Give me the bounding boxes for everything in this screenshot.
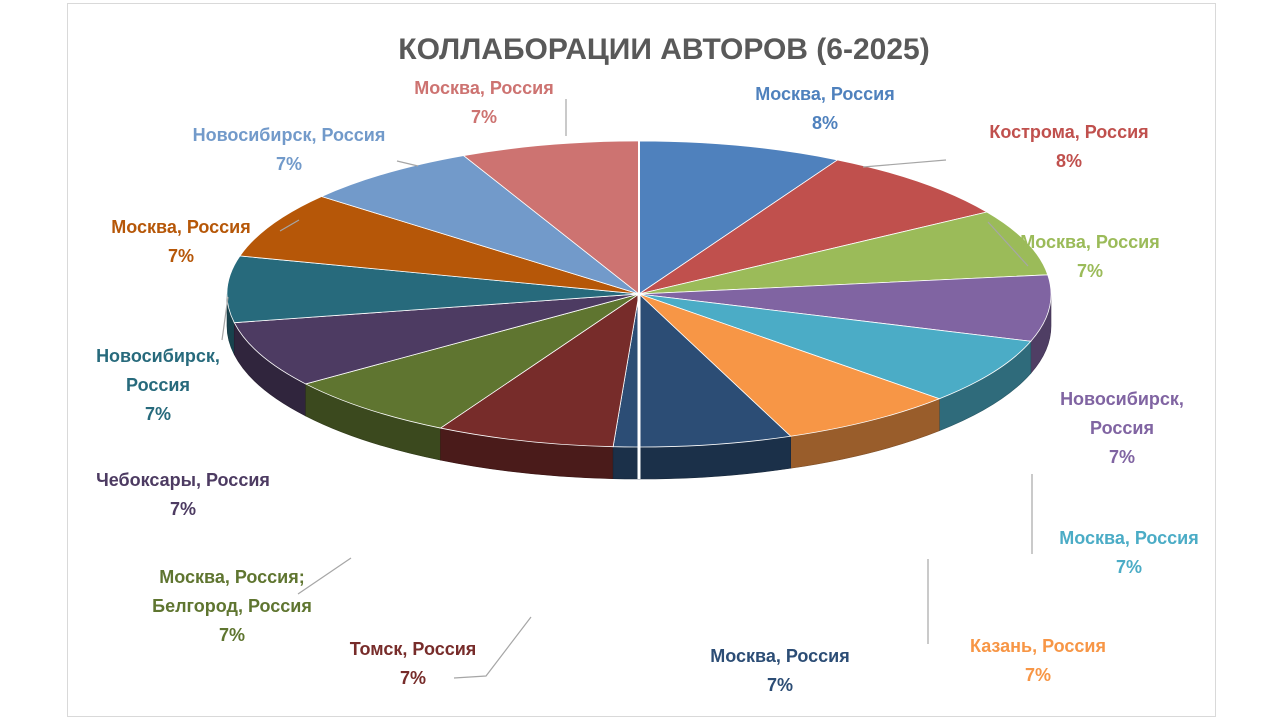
pie-slice xyxy=(233,293,640,385)
pie-slice xyxy=(638,140,839,295)
data-label-name: Чебоксары, Россия xyxy=(96,470,270,490)
leader-line xyxy=(396,160,419,167)
leader-line xyxy=(279,219,300,232)
data-label: Москва, Россия 7% xyxy=(1059,528,1199,577)
data-label: Москва, Россия 7% xyxy=(1020,232,1160,281)
pie-slice xyxy=(638,159,988,295)
data-label-name: Томск, Россия xyxy=(350,639,477,659)
data-label-name: Кострома, Россия xyxy=(989,122,1148,142)
data-label-percent: 7% xyxy=(219,625,245,645)
pie-slice xyxy=(226,255,640,324)
leader-line xyxy=(297,557,352,595)
data-label: Новосибирск, Россия 7% xyxy=(96,346,220,424)
data-label: Кострома, Россия 8% xyxy=(989,122,1148,171)
data-label: Москва, Россия 7% xyxy=(111,217,251,266)
data-label-name: Казань, Россия xyxy=(970,636,1106,656)
data-label-name: Новосибирск, Россия xyxy=(193,125,386,145)
leader-line xyxy=(453,616,532,679)
data-label-name: Россия xyxy=(1090,418,1154,438)
chart-frame: КОЛЛАБОРАЦИИ АВТОРОВ (6-2025) Москва, Ро… xyxy=(67,3,1216,717)
data-label-percent: 7% xyxy=(767,675,793,695)
data-label-name: Новосибирск, xyxy=(96,346,220,366)
data-label-percent: 7% xyxy=(1116,557,1142,577)
pie-slice xyxy=(638,293,1032,400)
pie-slice xyxy=(638,211,1049,295)
data-label-percent: 7% xyxy=(1077,261,1103,281)
data-label: Новосибирск, Россия 7% xyxy=(193,125,386,174)
pie-slice xyxy=(239,196,640,295)
data-label-name: Белгород, Россия xyxy=(152,596,312,616)
pie-slice xyxy=(439,293,640,448)
data-label-name: Москва, Россия xyxy=(111,217,251,237)
data-label-percent: 7% xyxy=(276,154,302,174)
data-label-percent: 7% xyxy=(168,246,194,266)
data-label-name: Москва, Россия xyxy=(1059,528,1199,548)
data-label-name: Москва, Россия xyxy=(755,84,895,104)
pie-slice xyxy=(320,155,640,295)
data-label-name: Москва, Россия; xyxy=(159,567,305,587)
data-label: Томск, Россия 7% xyxy=(350,639,477,688)
pie-chart: КОЛЛАБОРАЦИИ АВТОРОВ (6-2025) Москва, Ро… xyxy=(96,33,1199,695)
data-label-percent: 7% xyxy=(1025,665,1051,685)
data-label-name: Москва, Россия xyxy=(414,78,554,98)
data-label-name: Новосибирск, xyxy=(1060,389,1184,409)
pie-slice xyxy=(462,140,640,295)
data-label-percent: 7% xyxy=(170,499,196,519)
pie-slice xyxy=(612,293,792,448)
pie-slice xyxy=(304,293,640,429)
data-label: Казань, Россия 7% xyxy=(970,636,1106,685)
pie-slice xyxy=(638,293,941,437)
leader-line xyxy=(987,221,1029,267)
data-label: Москва, Россия 7% xyxy=(414,78,554,127)
data-label-percent: 8% xyxy=(1056,151,1082,171)
pie-slice xyxy=(638,274,1052,342)
data-label-name: Россия xyxy=(126,375,190,395)
data-label-percent: 7% xyxy=(471,107,497,127)
leader-line xyxy=(221,296,229,341)
data-label: Новосибирск, Россия 7% xyxy=(1060,389,1184,467)
data-label: Москва, Россия 7% xyxy=(710,646,850,695)
data-label-percent: 8% xyxy=(812,113,838,133)
data-label-percent: 7% xyxy=(400,668,426,688)
data-label-percent: 7% xyxy=(145,404,171,424)
data-label: Чебоксары, Россия 7% xyxy=(96,470,270,519)
data-label-percent: 7% xyxy=(1109,447,1135,467)
chart-title: КОЛЛАБОРАЦИИ АВТОРОВ (6-2025) xyxy=(398,33,929,66)
leader-line xyxy=(862,159,947,168)
data-label: Москва, Россия; Белгород, Россия 7% xyxy=(152,567,312,645)
data-label-name: Москва, Россия xyxy=(1020,232,1160,252)
data-label-name: Москва, Россия xyxy=(710,646,850,666)
data-label: Москва, Россия 8% xyxy=(755,84,895,133)
